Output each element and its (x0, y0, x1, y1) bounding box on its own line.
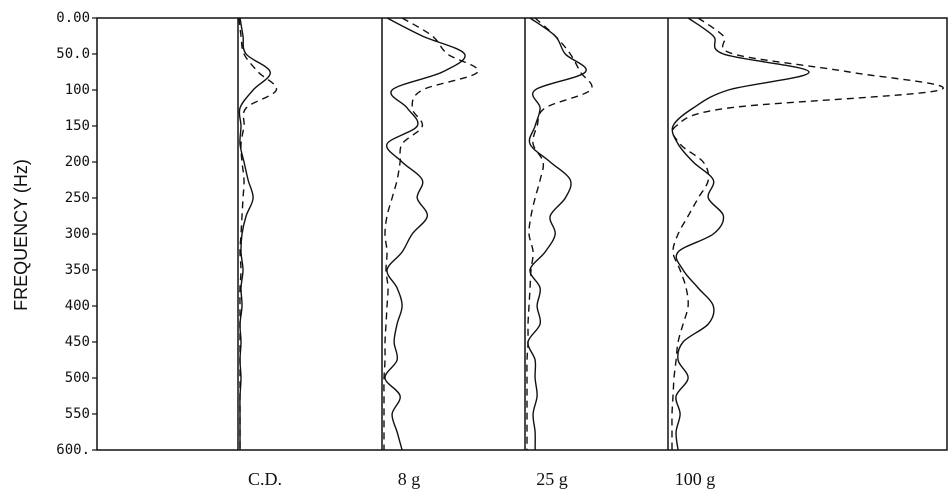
panel-label: 25 g (536, 469, 568, 489)
trace (671, 17, 810, 451)
panel-label: 8 g (398, 469, 421, 489)
trace (384, 17, 466, 451)
y-tick-label: 250 (65, 190, 90, 206)
panel-label: 100 g (675, 469, 716, 489)
trace (527, 17, 587, 451)
y-tick-label: 600. (56, 442, 90, 458)
trace (526, 17, 593, 450)
trace (238, 17, 271, 450)
y-axis-title: FREQUENCY (Hz) (11, 159, 31, 311)
y-tick-label: 0.00 (56, 10, 90, 26)
y-tick-label: 450 (65, 334, 90, 350)
y-tick-label: 300 (65, 226, 90, 242)
y-tick-label: 400 (65, 298, 90, 314)
trace (383, 17, 479, 450)
y-tick-label: 350 (65, 262, 90, 278)
y-tick-label: 200 (65, 154, 90, 170)
y-tick-label: 500 (65, 370, 90, 386)
y-tick-label: 550 (65, 406, 90, 422)
plot-frame (96, 17, 948, 451)
trace (238, 17, 278, 450)
y-tick-label: 150 (65, 118, 90, 134)
y-tick-label: 100 (65, 82, 90, 98)
panel-label: C.D. (248, 469, 282, 489)
trace (671, 17, 944, 450)
y-tick-label: 50.0 (56, 46, 90, 62)
